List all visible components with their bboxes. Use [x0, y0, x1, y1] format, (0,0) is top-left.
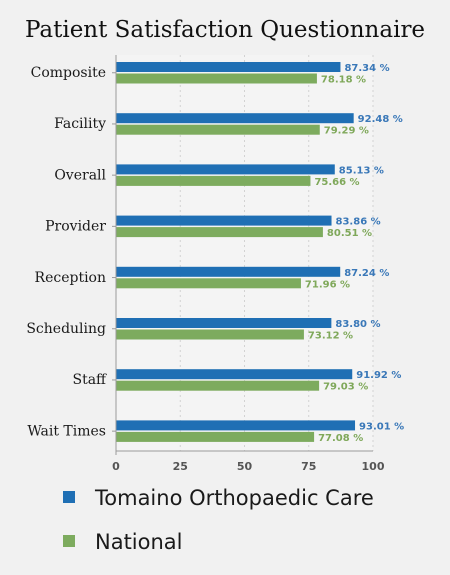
legend-swatch-national — [63, 535, 75, 547]
bar-provider-tomaino-orthopaedic-care — [116, 215, 332, 226]
category-label-facility: Facility — [54, 116, 106, 132]
bar-staff-national — [116, 380, 320, 391]
x-tick-label-100: 100 — [362, 460, 385, 473]
category-label-scheduling: Scheduling — [26, 321, 106, 337]
bar-provider-national — [116, 227, 323, 238]
x-tick-label-0: 0 — [112, 460, 120, 473]
x-tick-label-25: 25 — [173, 460, 188, 473]
category-label-provider: Provider — [45, 219, 106, 235]
value-label-reception-national: 71.96 % — [305, 279, 350, 290]
value-label-composite-national: 78.18 % — [321, 75, 366, 86]
value-label-scheduling-national: 73.12 % — [308, 331, 353, 342]
bar-reception-tomaino-orthopaedic-care — [116, 266, 341, 277]
bar-layer — [116, 62, 356, 442]
bar-staff-tomaino-orthopaedic-care — [116, 369, 353, 380]
category-label-composite: Composite — [31, 65, 106, 81]
bar-reception-national — [116, 278, 301, 289]
bar-overall-tomaino-orthopaedic-care — [116, 164, 335, 175]
value-label-staff-tomaino-orthopaedic-care: 91.92 % — [356, 370, 401, 381]
label-layer: 87.34 %78.18 % 92.48 %79.29 % 85.13 %75.66… — [305, 63, 404, 444]
value-label-reception-tomaino-orthopaedic-care: 87.24 % — [344, 268, 389, 279]
bar-composite-national — [116, 73, 317, 84]
category-label-staff: Staff — [72, 372, 107, 388]
bar-scheduling-national — [116, 329, 304, 340]
legend-layer: Tomaino Orthopaedic Care National — [63, 486, 374, 554]
bar-scheduling-tomaino-orthopaedic-care — [116, 318, 332, 328]
category-label-overall: Overall — [54, 167, 106, 183]
legend-label-national: National — [95, 530, 183, 554]
chart-title: Patient Satisfaction Questionnaire — [25, 17, 425, 43]
bar-facility-national — [116, 124, 320, 135]
value-label-overall-national: 75.66 % — [314, 177, 359, 188]
bar-facility-tomaino-orthopaedic-care — [116, 113, 354, 124]
value-label-composite-tomaino-orthopaedic-care: 87.34 % — [344, 63, 389, 74]
legend-label-tomaino-orthopaedic-care: Tomaino Orthopaedic Care — [94, 486, 374, 510]
category-label-reception: Reception — [35, 270, 106, 286]
bar-overall-national — [116, 175, 311, 186]
x-tick-label-75: 75 — [301, 460, 316, 473]
x-tick-label-50: 50 — [237, 460, 253, 473]
value-label-wait-times-tomaino-orthopaedic-care: 93.01 % — [359, 421, 404, 432]
value-label-staff-national: 79.03 % — [323, 382, 368, 393]
bar-composite-tomaino-orthopaedic-care — [116, 62, 341, 72]
value-label-scheduling-tomaino-orthopaedic-care: 83.80 % — [335, 319, 380, 330]
value-label-provider-tomaino-orthopaedic-care: 83.86 % — [336, 217, 381, 228]
value-label-wait-times-national: 77.08 % — [318, 433, 363, 444]
axis-layer: 0 25 50 75 100 Composite Facility Overall Provid… — [26, 55, 385, 473]
bar-wait-times-national — [116, 431, 315, 442]
category-label-wait-times: Wait Times — [27, 423, 106, 439]
legend-swatch-tomaino-orthopaedic-care — [63, 491, 75, 503]
value-label-facility-tomaino-orthopaedic-care: 92.48 % — [358, 114, 403, 125]
value-label-provider-national: 80.51 % — [327, 228, 372, 239]
value-label-overall-tomaino-orthopaedic-care: 85.13 % — [339, 165, 384, 176]
value-label-facility-national: 79.29 % — [324, 126, 369, 137]
bar-wait-times-tomaino-orthopaedic-care — [116, 420, 356, 431]
